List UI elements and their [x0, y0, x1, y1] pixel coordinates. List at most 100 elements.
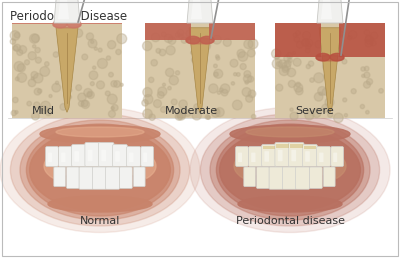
Circle shape — [211, 109, 220, 117]
Circle shape — [328, 43, 335, 50]
Circle shape — [348, 36, 352, 40]
Circle shape — [248, 76, 254, 82]
Circle shape — [189, 34, 196, 41]
Circle shape — [282, 66, 288, 72]
Circle shape — [27, 101, 32, 106]
Circle shape — [216, 55, 219, 58]
Circle shape — [58, 37, 65, 44]
Circle shape — [179, 100, 187, 108]
FancyBboxPatch shape — [288, 142, 304, 166]
FancyBboxPatch shape — [106, 167, 120, 189]
Circle shape — [286, 52, 293, 59]
FancyBboxPatch shape — [262, 144, 276, 166]
Circle shape — [31, 71, 38, 78]
Circle shape — [322, 104, 330, 112]
Circle shape — [201, 41, 210, 51]
Circle shape — [192, 111, 202, 120]
Circle shape — [117, 34, 127, 44]
FancyBboxPatch shape — [263, 146, 275, 149]
Ellipse shape — [48, 148, 152, 163]
FancyBboxPatch shape — [126, 147, 140, 166]
Circle shape — [287, 68, 296, 77]
FancyBboxPatch shape — [120, 167, 132, 188]
Circle shape — [201, 63, 206, 68]
Circle shape — [366, 110, 369, 114]
Circle shape — [284, 55, 290, 62]
Circle shape — [177, 109, 186, 118]
Polygon shape — [56, 28, 78, 112]
Circle shape — [114, 81, 120, 87]
Circle shape — [338, 31, 344, 37]
Circle shape — [32, 34, 40, 42]
Circle shape — [156, 49, 161, 53]
Circle shape — [168, 37, 176, 44]
Circle shape — [194, 104, 200, 110]
FancyBboxPatch shape — [143, 152, 147, 162]
Text: Normal: Normal — [80, 216, 120, 226]
Circle shape — [294, 83, 303, 92]
Ellipse shape — [48, 196, 152, 212]
Ellipse shape — [238, 148, 342, 163]
Circle shape — [68, 95, 72, 99]
Circle shape — [290, 112, 298, 120]
Circle shape — [175, 113, 183, 120]
Circle shape — [92, 66, 96, 69]
Circle shape — [221, 89, 228, 96]
Circle shape — [107, 94, 117, 104]
Circle shape — [282, 62, 290, 71]
Circle shape — [247, 49, 255, 57]
Circle shape — [74, 29, 83, 37]
Circle shape — [302, 31, 311, 39]
FancyBboxPatch shape — [133, 167, 145, 187]
Polygon shape — [339, 23, 385, 57]
Polygon shape — [12, 23, 58, 24]
FancyBboxPatch shape — [333, 152, 337, 162]
Circle shape — [244, 39, 253, 49]
FancyBboxPatch shape — [282, 167, 296, 189]
Ellipse shape — [316, 55, 344, 61]
Circle shape — [360, 104, 364, 109]
Circle shape — [362, 74, 365, 77]
Circle shape — [318, 86, 326, 95]
Circle shape — [293, 58, 301, 66]
Circle shape — [214, 72, 218, 77]
Circle shape — [364, 30, 370, 35]
Circle shape — [88, 39, 97, 48]
Circle shape — [28, 52, 36, 60]
Circle shape — [232, 100, 242, 110]
Ellipse shape — [20, 120, 180, 220]
Circle shape — [142, 41, 152, 51]
Circle shape — [306, 64, 310, 69]
Ellipse shape — [0, 108, 200, 232]
Circle shape — [306, 39, 313, 47]
Circle shape — [366, 35, 372, 41]
FancyBboxPatch shape — [72, 144, 86, 166]
FancyBboxPatch shape — [305, 151, 310, 162]
Ellipse shape — [246, 127, 334, 137]
Circle shape — [328, 75, 334, 80]
Ellipse shape — [54, 174, 146, 186]
Circle shape — [106, 56, 110, 60]
Circle shape — [314, 93, 323, 101]
Circle shape — [10, 39, 16, 44]
FancyBboxPatch shape — [278, 150, 282, 161]
Circle shape — [215, 109, 220, 114]
Circle shape — [112, 104, 118, 111]
Circle shape — [200, 43, 208, 52]
Circle shape — [325, 39, 334, 49]
Polygon shape — [191, 0, 202, 19]
Polygon shape — [319, 28, 341, 112]
Circle shape — [365, 35, 374, 44]
Circle shape — [278, 60, 287, 68]
Circle shape — [166, 46, 175, 55]
Ellipse shape — [44, 143, 156, 189]
Ellipse shape — [200, 36, 214, 44]
Circle shape — [240, 63, 246, 70]
FancyBboxPatch shape — [236, 147, 248, 166]
Text: Mild: Mild — [32, 106, 55, 116]
Circle shape — [366, 79, 373, 85]
Circle shape — [205, 115, 210, 119]
Circle shape — [91, 40, 94, 43]
Circle shape — [168, 86, 171, 90]
Circle shape — [219, 88, 223, 92]
